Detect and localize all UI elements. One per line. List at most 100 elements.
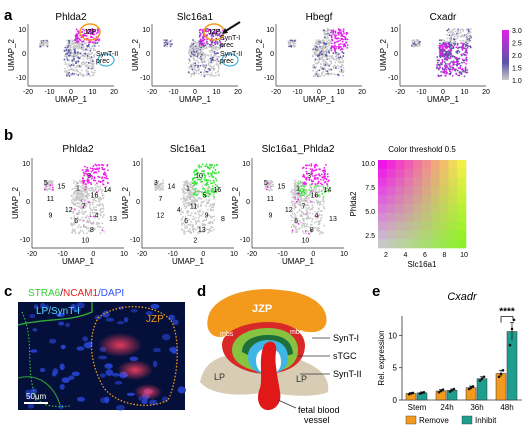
umap-point xyxy=(207,53,209,56)
umap-point xyxy=(202,223,205,226)
umap-point xyxy=(413,39,416,42)
panel-a-letter: a xyxy=(4,7,13,24)
umap-point xyxy=(195,200,198,203)
umap-point xyxy=(205,218,208,221)
umap-point xyxy=(186,185,189,188)
umap-title: Slc16a1 xyxy=(177,12,214,23)
umap-point xyxy=(208,43,211,46)
data-point xyxy=(471,385,475,388)
umap-point xyxy=(214,177,217,180)
umap-point xyxy=(326,183,329,186)
umap-point xyxy=(88,217,91,220)
legend-cell xyxy=(439,221,449,231)
umap-point xyxy=(442,55,445,58)
umap-point xyxy=(290,200,293,203)
umap-point xyxy=(71,231,73,234)
umap-point xyxy=(467,45,470,48)
umap-point xyxy=(214,34,217,36)
umap-point xyxy=(293,207,296,210)
umap-point xyxy=(206,34,208,37)
umap-point xyxy=(105,175,108,178)
umap-point xyxy=(66,57,69,59)
umap-point xyxy=(84,216,87,219)
umap-point xyxy=(103,168,106,170)
umap-point xyxy=(314,169,317,172)
umap-point xyxy=(412,42,415,45)
umap-point xyxy=(100,198,103,200)
umap-point xyxy=(77,61,80,64)
umap-point xyxy=(465,51,468,54)
umap-point xyxy=(303,224,306,227)
umap-point xyxy=(339,65,342,68)
umap-point xyxy=(188,218,190,221)
umap-point xyxy=(71,42,74,44)
schematic: JZP mbs mbs LP LP SynT-I sTGC SynT-II fe… xyxy=(200,289,362,425)
umap-point xyxy=(87,52,90,55)
umap-point xyxy=(86,49,89,52)
title-part: NCAM1 xyxy=(63,288,98,299)
umap-point xyxy=(73,41,76,44)
legend-cell xyxy=(430,221,440,231)
umap-point xyxy=(317,210,320,213)
umap-point xyxy=(200,214,203,217)
label-lp-left: LP xyxy=(214,372,225,382)
legend-cell xyxy=(439,160,449,170)
umap-point xyxy=(310,229,313,232)
umap-point xyxy=(345,31,348,34)
umap-point xyxy=(465,48,468,51)
umap-point xyxy=(193,177,196,179)
umap-point xyxy=(85,202,88,205)
umap-point xyxy=(90,183,93,186)
umap-point xyxy=(324,64,327,66)
umap-point xyxy=(297,222,300,225)
umap-point xyxy=(317,48,320,51)
umap-point xyxy=(187,201,190,204)
umap-point xyxy=(308,217,310,220)
umap-point xyxy=(186,226,189,229)
umap-point xyxy=(436,56,439,58)
umap-point xyxy=(300,207,303,210)
umap-point xyxy=(323,166,326,169)
umap-point xyxy=(204,53,207,56)
legend-cell xyxy=(386,212,396,222)
umap-title: Slc16a1 xyxy=(170,144,207,155)
umap-point xyxy=(459,28,462,31)
umap-point xyxy=(334,61,337,64)
umap-point xyxy=(102,183,104,186)
umap-point xyxy=(325,40,328,43)
umap-point xyxy=(80,226,82,229)
umap-point xyxy=(83,55,86,58)
umap-point xyxy=(205,163,208,166)
umap-point xyxy=(295,220,298,223)
umap-point xyxy=(323,74,326,77)
umap-point xyxy=(464,50,467,53)
cluster-label: 13 xyxy=(329,216,337,223)
y-axis-label: UMAP_2 xyxy=(379,38,388,71)
cluster-label: 9 xyxy=(268,212,272,219)
umap-point xyxy=(81,230,84,233)
umap-point xyxy=(440,74,443,77)
y-tick-label: 0 xyxy=(22,51,26,58)
umap-point xyxy=(91,209,93,211)
umap-point xyxy=(45,179,48,182)
legend-y-tick: 10.0 xyxy=(361,161,375,168)
umap-point xyxy=(215,74,217,77)
umap-point xyxy=(200,71,202,74)
umap-point xyxy=(184,183,187,186)
data-point xyxy=(411,391,415,395)
data-point xyxy=(452,387,456,391)
umap-point xyxy=(315,73,318,75)
umap-point xyxy=(84,188,87,191)
umap-point xyxy=(222,38,225,41)
umap-point xyxy=(440,54,443,57)
legend-cell xyxy=(404,204,414,214)
umap-point xyxy=(187,204,190,206)
legend-cell xyxy=(457,168,467,178)
umap-point xyxy=(181,224,184,226)
umap-point xyxy=(316,201,318,204)
umap-point xyxy=(86,215,88,217)
umap-point xyxy=(188,188,191,191)
umap-point xyxy=(101,163,104,166)
umap-point xyxy=(195,59,198,62)
y-tick-label: 10 xyxy=(142,27,150,34)
